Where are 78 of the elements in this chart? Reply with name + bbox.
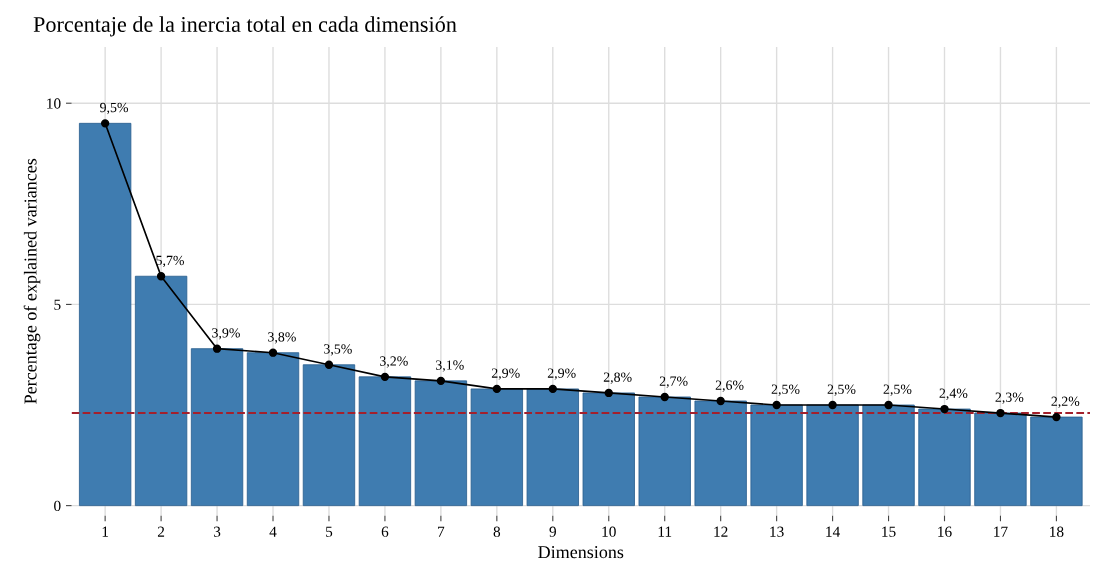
data-label: 3,9%: [212, 328, 240, 340]
bar: [1030, 416, 1083, 507]
x-axis-title: Dimensions: [538, 546, 624, 559]
point: [828, 400, 837, 410]
bar: [246, 352, 300, 507]
x-tick-label: 15: [882, 526, 896, 537]
x-tick-label: 17: [994, 526, 1008, 537]
data-label: 2,3%: [995, 392, 1024, 404]
x-tick-label: 16: [938, 526, 952, 537]
point: [604, 388, 613, 398]
point: [996, 408, 1005, 418]
x-tick-label: 8: [493, 526, 501, 537]
data-label: 2,5%: [827, 384, 856, 396]
y-tick-label: 10: [47, 98, 61, 109]
x-tick-label: 1: [102, 526, 109, 537]
bar: [526, 388, 579, 507]
bar: [358, 376, 412, 507]
point: [940, 404, 949, 414]
data-label: 2,9%: [491, 368, 520, 380]
data-label: 2,8%: [603, 372, 632, 384]
x-tick-label: 9: [549, 526, 556, 537]
y-axis-title: Percentage of explained variances: [23, 158, 41, 404]
point: [772, 400, 781, 410]
data-label: 2,5%: [883, 384, 912, 396]
chart-title: Porcentaje de la inercia total en cada dimensión: [33, 16, 457, 37]
bar: [470, 388, 523, 507]
bar: [750, 404, 803, 507]
x-tick-label: 7: [438, 526, 445, 537]
data-label: 2,6%: [715, 380, 744, 392]
bar: [918, 408, 971, 507]
x-tick-label: 6: [381, 526, 389, 537]
bar: [974, 412, 1027, 507]
point: [380, 372, 390, 382]
bar: [582, 392, 635, 507]
point: [436, 376, 446, 386]
point: [156, 272, 166, 281]
data-label: 2,7%: [659, 376, 688, 388]
x-tick-label: 5: [326, 526, 333, 537]
x-tick-label: 14: [826, 526, 840, 537]
x-tick-label: 10: [602, 526, 616, 537]
bar: [302, 364, 356, 507]
data-label: 3,2%: [380, 356, 408, 368]
point: [324, 360, 334, 369]
x-tick-label: 4: [269, 526, 277, 537]
bar: [694, 400, 747, 507]
bar: [134, 275, 188, 507]
y-tick-label: 5: [54, 299, 61, 310]
point: [716, 396, 725, 406]
point: [268, 348, 278, 357]
x-tick-label: 2: [157, 526, 165, 537]
data-label: 2,5%: [771, 384, 800, 396]
point: [548, 384, 557, 394]
point: [884, 400, 893, 410]
point: [1052, 412, 1061, 422]
point: [660, 392, 669, 402]
data-label: 2,4%: [939, 388, 968, 400]
x-tick-label: 18: [1050, 526, 1064, 537]
data-label: 2,2%: [1051, 396, 1080, 408]
y-tick-label: 0: [54, 500, 61, 512]
x-tick-label: 12: [714, 526, 728, 537]
bar: [414, 380, 468, 507]
point: [212, 344, 222, 353]
bar: [862, 404, 915, 507]
data-label: 3,8%: [268, 332, 296, 344]
data-label: 9,5%: [100, 102, 129, 115]
data-label: 3,1%: [435, 360, 464, 372]
bar: [806, 404, 859, 507]
x-tick-label: 3: [213, 526, 221, 537]
x-tick-label: 11: [658, 526, 672, 537]
data-label: 2,9%: [547, 368, 576, 380]
bar: [638, 396, 691, 507]
point: [492, 384, 502, 394]
bar: [190, 348, 244, 507]
data-label: 5,7%: [156, 255, 184, 268]
point: [100, 119, 110, 128]
bar: [78, 122, 132, 507]
x-tick-label: 13: [770, 526, 784, 537]
data-label: 3,5%: [324, 344, 352, 356]
